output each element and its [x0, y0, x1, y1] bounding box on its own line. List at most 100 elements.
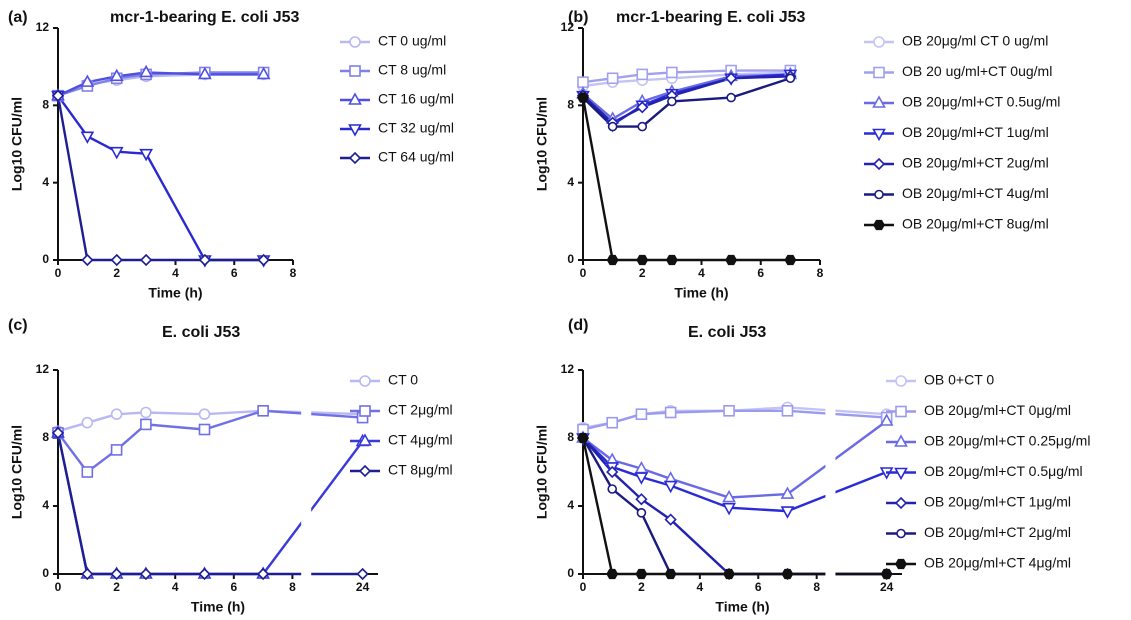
x-tick-label: 8 — [813, 580, 820, 594]
legend-label: OB 20μg/ml+CT 0.25μg/ml — [924, 433, 1090, 449]
x-tick-label: 2 — [113, 580, 120, 594]
y-tick-label: 12 — [36, 20, 50, 34]
legend-marker — [349, 65, 361, 77]
legend-label: OB 20μg/ml+CT 0.5μg/ml — [924, 463, 1083, 479]
marker — [607, 484, 618, 494]
legend-label: OB 20μg/ml+CT 4ug/ml — [902, 185, 1049, 201]
marker — [257, 404, 269, 417]
legend-label: OB 0+CT 0 — [924, 372, 994, 388]
marker — [634, 472, 649, 485]
x-tick-label: 0 — [580, 266, 587, 280]
marker — [635, 408, 648, 421]
y-tick-label: 0 — [567, 566, 574, 580]
legend-marker — [873, 36, 885, 48]
y-tick-label: 0 — [42, 252, 49, 266]
y-tick-label: 4 — [42, 175, 49, 189]
legend-marker — [874, 189, 884, 200]
y-axis-label: Log10 CFU/ml — [534, 425, 550, 519]
legend-label: CT 8μg/ml — [388, 462, 453, 478]
panel-label: (a) — [8, 9, 28, 26]
marker — [110, 567, 123, 581]
marker — [879, 413, 894, 426]
legend-marker — [348, 151, 362, 165]
legend-label: OB 20 ug/ml+CT 0ug/ml — [902, 63, 1052, 79]
legend-marker — [894, 434, 908, 447]
marker — [664, 513, 677, 526]
series-line — [57, 94, 264, 262]
legend-marker — [873, 219, 885, 231]
marker — [109, 146, 124, 160]
x-axis-label: Time (h) — [191, 599, 245, 615]
marker — [140, 406, 152, 419]
marker — [139, 64, 153, 78]
legend-label: CT 8 ug/ml — [378, 62, 446, 78]
marker — [606, 568, 619, 580]
marker — [606, 72, 619, 85]
marker — [723, 404, 735, 417]
x-tick-label: 8 — [289, 580, 296, 594]
legend-label: CT 16 ug/ml — [378, 91, 454, 107]
marker — [51, 426, 65, 440]
y-tick-label: 4 — [567, 175, 574, 189]
marker — [785, 73, 796, 84]
marker — [723, 568, 735, 580]
chart-title: mcr-1-bearing E. coli J53 — [110, 9, 300, 26]
legend-label: OB 20μg/ml+CT 0.5ug/ml — [902, 94, 1060, 110]
y-tick-label: 8 — [42, 98, 49, 112]
y-tick-label: 12 — [561, 362, 575, 376]
y-tick-label: 8 — [42, 430, 49, 444]
marker — [139, 148, 153, 162]
marker — [606, 465, 619, 479]
x-tick-label: 6 — [755, 580, 762, 594]
marker — [198, 253, 212, 267]
legend-marker — [894, 467, 908, 481]
series-line — [56, 432, 364, 576]
marker — [51, 89, 65, 102]
series-line — [57, 409, 363, 474]
marker — [637, 121, 648, 132]
x-tick-label: 2 — [639, 266, 646, 280]
marker — [607, 121, 618, 132]
series-line — [581, 437, 887, 576]
legend-marker — [895, 375, 907, 387]
marker — [636, 68, 649, 81]
marker — [663, 480, 678, 494]
axis-break — [301, 366, 312, 582]
legend-marker — [873, 66, 885, 79]
legend-label: CT 64 ug/ml — [378, 149, 454, 165]
x-axis-label: Time (h) — [674, 285, 728, 301]
marker — [110, 444, 123, 456]
marker — [666, 66, 678, 79]
marker — [198, 423, 211, 436]
marker — [636, 507, 647, 518]
panel-label: (d) — [568, 317, 588, 334]
axis-break — [825, 366, 836, 582]
marker — [109, 68, 124, 82]
y-tick-label: 12 — [561, 20, 575, 34]
marker — [606, 416, 619, 429]
series-line — [581, 97, 791, 262]
y-tick-label: 12 — [36, 362, 50, 376]
marker — [257, 253, 270, 267]
marker — [110, 408, 123, 421]
legend-label: CT 4μg/ml — [388, 432, 453, 448]
legend-marker — [348, 92, 362, 105]
marker — [722, 502, 736, 516]
legend-marker — [896, 528, 906, 539]
marker — [725, 254, 738, 266]
marker — [198, 408, 211, 421]
x-tick-label: 4 — [696, 580, 703, 594]
marker — [781, 404, 794, 417]
marker — [577, 92, 589, 103]
x-tick-label: 6 — [231, 266, 238, 280]
chart-title: E. coli J53 — [162, 324, 240, 341]
y-tick-label: 8 — [567, 430, 574, 444]
legend-marker — [894, 496, 908, 510]
marker — [356, 567, 369, 581]
legend-marker — [872, 95, 886, 108]
series-line — [582, 437, 888, 513]
legend-marker — [359, 405, 371, 417]
marker — [110, 253, 123, 267]
